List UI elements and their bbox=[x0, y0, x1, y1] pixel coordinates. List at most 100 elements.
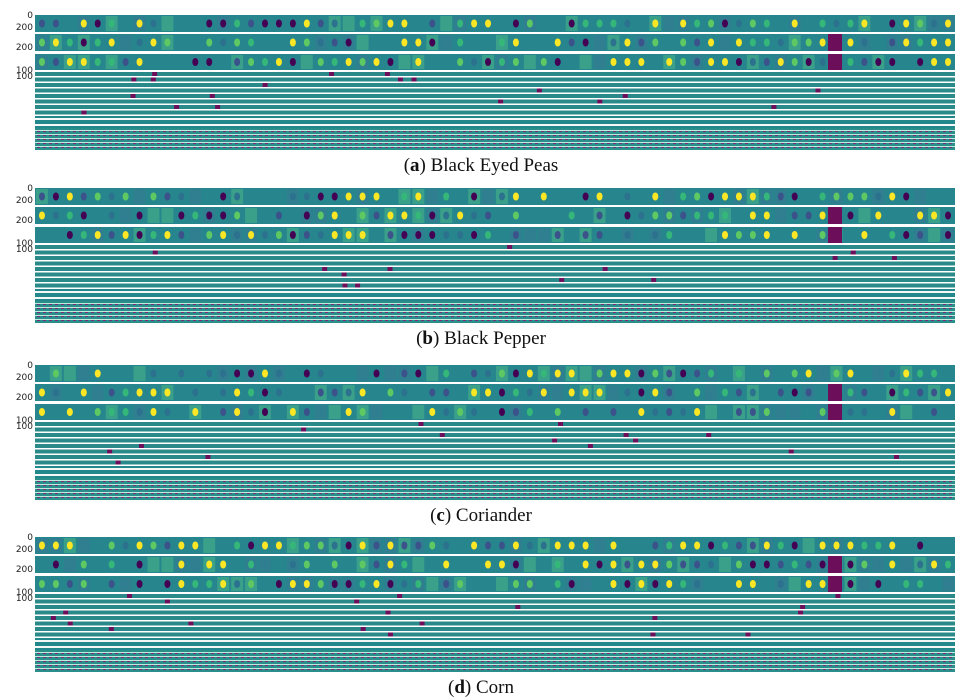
feature-blob bbox=[94, 408, 101, 416]
feature-mark bbox=[515, 605, 521, 609]
feature-blob bbox=[777, 192, 784, 201]
feature-blob bbox=[52, 541, 59, 550]
feature-blob bbox=[275, 580, 282, 588]
feature-blob bbox=[749, 19, 756, 28]
feature-blob bbox=[791, 211, 798, 220]
feature-tile bbox=[189, 189, 202, 204]
feature-blob bbox=[945, 19, 952, 28]
thin-strip bbox=[35, 272, 955, 277]
feature-blob bbox=[164, 580, 171, 588]
feature-blob bbox=[317, 388, 324, 397]
feature-blob bbox=[150, 388, 157, 397]
feature-mark bbox=[138, 444, 144, 448]
feature-blob bbox=[289, 580, 296, 588]
feature-mark bbox=[50, 616, 56, 620]
feature-tile bbox=[161, 16, 174, 31]
feature-blob bbox=[401, 211, 408, 220]
feature-blob bbox=[234, 192, 241, 201]
feature-blob bbox=[735, 541, 742, 550]
feature-blob bbox=[791, 369, 798, 378]
feature-blob bbox=[847, 541, 854, 550]
feature-mark bbox=[329, 72, 335, 76]
feature-blob bbox=[471, 408, 478, 416]
feature-blob bbox=[234, 19, 241, 28]
feature-blob bbox=[749, 231, 756, 239]
feature-blob bbox=[791, 231, 798, 239]
feature-blob bbox=[833, 192, 840, 201]
feature-blob bbox=[610, 580, 617, 588]
feature-blob bbox=[415, 541, 422, 550]
feature-mark bbox=[342, 283, 348, 288]
feature-blob bbox=[52, 369, 59, 378]
feature-blob bbox=[610, 369, 617, 378]
feature-blob bbox=[38, 408, 45, 416]
feature-blob bbox=[680, 560, 687, 569]
feature-blob bbox=[791, 388, 798, 397]
feature-blob bbox=[526, 541, 533, 550]
feature-blob bbox=[833, 19, 840, 28]
feature-mark bbox=[131, 77, 137, 82]
feature-blob bbox=[80, 58, 87, 66]
feature-mark bbox=[602, 267, 608, 271]
feature-blob bbox=[694, 388, 701, 397]
feature-tile bbox=[579, 577, 592, 591]
feature-blob bbox=[931, 369, 938, 378]
feature-blob bbox=[847, 388, 854, 397]
feature-blob bbox=[582, 19, 589, 28]
feature-blob bbox=[582, 38, 589, 47]
feature-blob bbox=[429, 408, 436, 416]
feature-blob bbox=[317, 231, 324, 239]
feature-blob bbox=[512, 211, 519, 220]
feature-blob bbox=[708, 541, 715, 550]
feature-blob bbox=[568, 580, 575, 588]
feature-blob bbox=[457, 231, 464, 239]
feature-blob bbox=[666, 580, 673, 588]
feature-tile bbox=[719, 35, 731, 50]
feature-blob bbox=[498, 58, 505, 66]
feature-tile bbox=[705, 405, 718, 419]
caption-part: ( bbox=[430, 505, 436, 526]
feature-blob bbox=[777, 560, 784, 569]
feature-blob bbox=[735, 38, 742, 47]
feature-blob bbox=[819, 58, 826, 66]
feature-blob bbox=[512, 38, 519, 47]
feature-blob bbox=[610, 408, 617, 416]
feature-blob bbox=[917, 541, 924, 550]
feature-tile bbox=[774, 208, 787, 223]
feature-blob bbox=[178, 231, 185, 239]
feature-blob bbox=[317, 19, 324, 28]
feature-blob bbox=[805, 580, 812, 588]
feature-blob bbox=[415, 192, 422, 201]
feature-blob bbox=[108, 408, 115, 416]
feature-blob bbox=[554, 541, 561, 550]
feature-blob bbox=[917, 231, 924, 239]
feature-blob bbox=[457, 19, 464, 28]
tick-label: 200 bbox=[16, 216, 33, 226]
feature-blob bbox=[345, 192, 352, 201]
thin-strip bbox=[35, 610, 955, 615]
feature-blob bbox=[708, 38, 715, 47]
feature-blob bbox=[108, 19, 115, 28]
feature-mark bbox=[397, 77, 403, 82]
feature-blob bbox=[861, 231, 868, 239]
thin-strip bbox=[35, 77, 955, 82]
thin-strip bbox=[35, 632, 955, 637]
feature-blob bbox=[889, 560, 896, 569]
feature-blob bbox=[735, 19, 742, 28]
feature-tile bbox=[523, 228, 536, 242]
feature-blob bbox=[443, 211, 450, 220]
feature-blob bbox=[220, 369, 227, 378]
dense-strips bbox=[35, 301, 955, 323]
feature-blob bbox=[387, 231, 394, 239]
feature-blob bbox=[206, 369, 213, 378]
feature-tile bbox=[593, 538, 606, 553]
thin-strip bbox=[35, 261, 955, 266]
feature-blob bbox=[582, 560, 589, 569]
mid-strips bbox=[35, 638, 955, 650]
feature-blob bbox=[875, 58, 882, 66]
feature-tile bbox=[593, 35, 606, 50]
dense-strips bbox=[35, 478, 955, 500]
feature-blob bbox=[805, 560, 812, 569]
feature-blob bbox=[401, 541, 408, 550]
